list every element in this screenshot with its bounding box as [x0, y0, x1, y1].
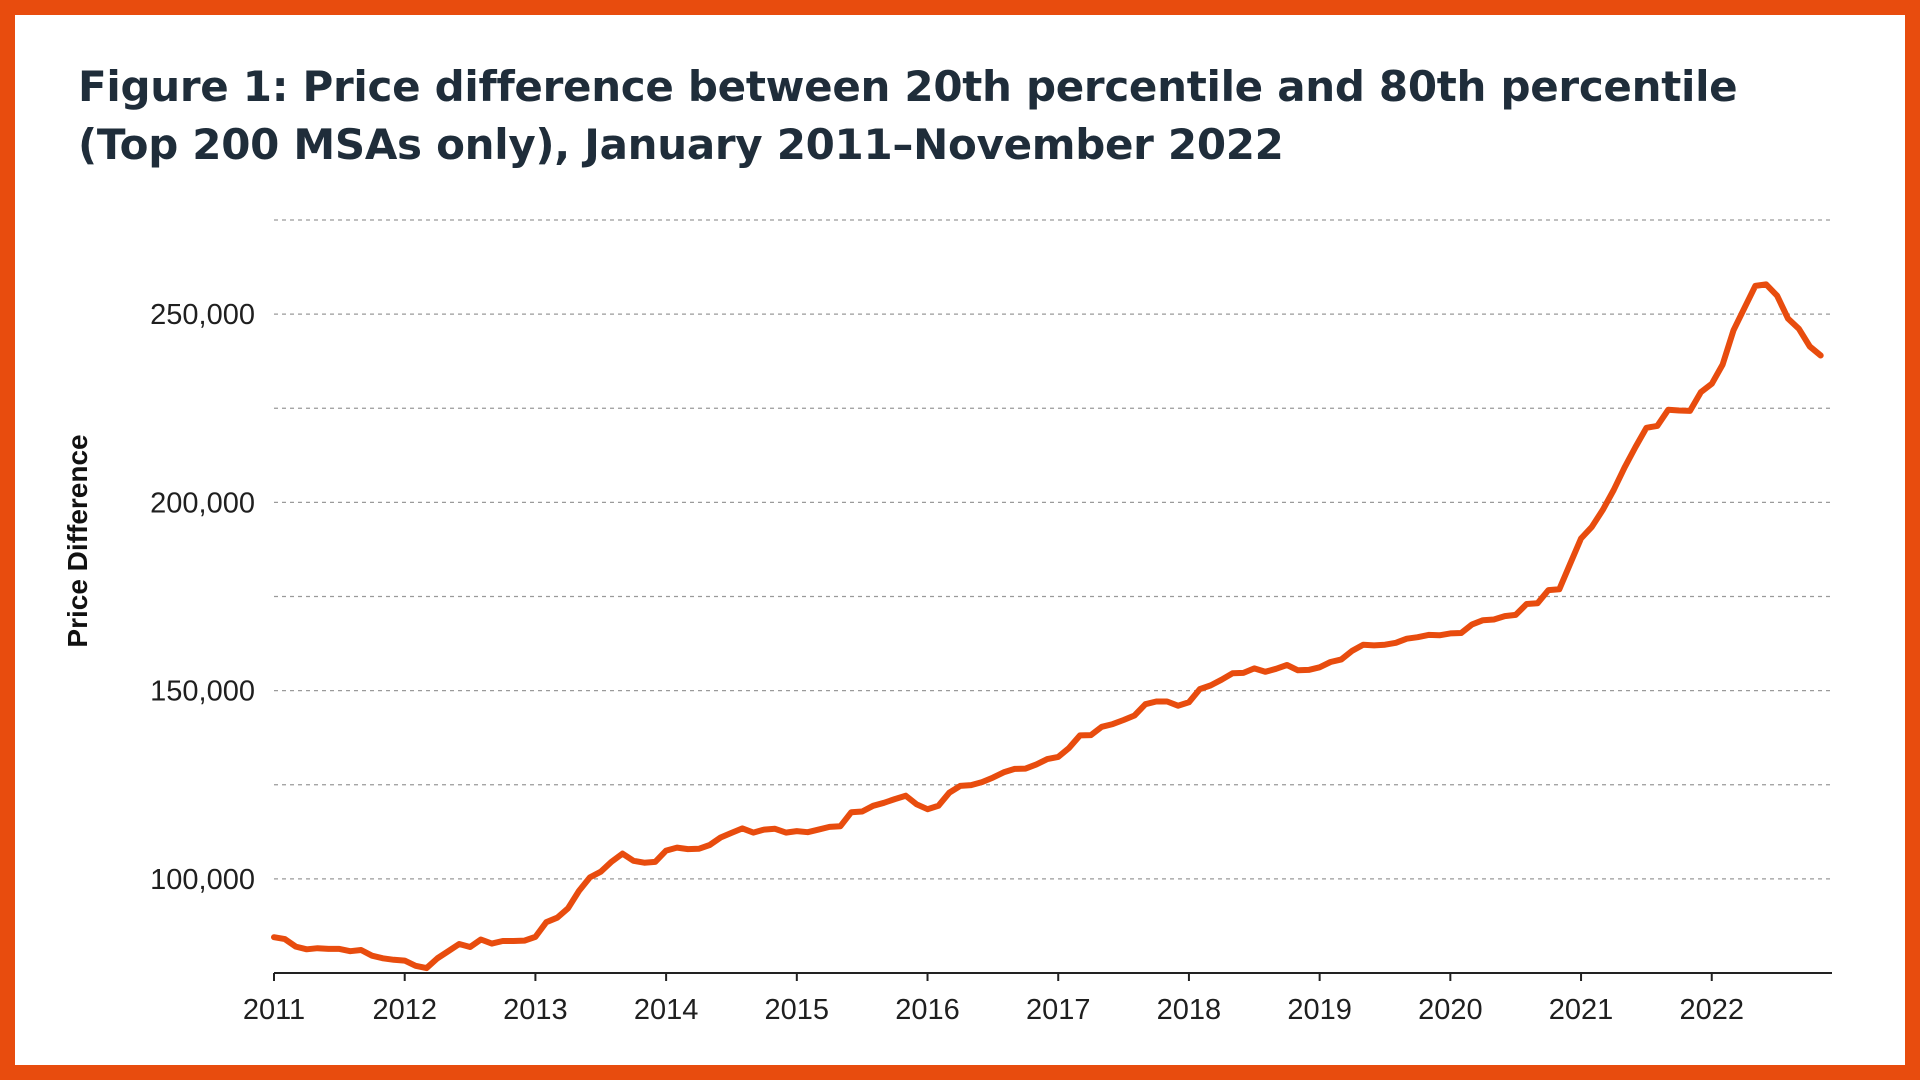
x-tick-label: 2013	[503, 994, 568, 1026]
y-axis-title: Price Difference	[62, 434, 93, 647]
gridlines	[274, 219, 1832, 880]
chart-title-line-2: (Top 200 MSAs only), January 2011–Novemb…	[78, 120, 1284, 169]
x-tick-label: 2019	[1287, 994, 1352, 1026]
y-tick-label: 250,000	[150, 299, 255, 331]
x-tick-label: 2021	[1549, 994, 1614, 1026]
x-tick-label: 2014	[634, 994, 699, 1026]
x-tick-label: 2011	[243, 994, 305, 1026]
y-tick-label: 100,000	[150, 864, 255, 896]
y-tick-label: 200,000	[150, 487, 255, 519]
y-tick-label: 150,000	[150, 676, 255, 708]
x-tick-label: 2020	[1418, 994, 1483, 1026]
x-tick-label: 2018	[1157, 994, 1222, 1026]
x-tick-label: 2022	[1679, 994, 1744, 1026]
x-tick-label: 2017	[1026, 994, 1091, 1026]
x-tick-label: 2016	[895, 994, 960, 1026]
y-axis-ticks: 100,000 150,000 200,000 250,000	[150, 299, 255, 896]
price-difference-line	[271, 281, 1824, 972]
chart-title-line-1: Figure 1: Price difference between 20th …	[78, 62, 1738, 111]
x-axis: 2011 2012 2013 2014 2015 2016 2017 2018 2019 2020…	[243, 972, 1832, 1026]
x-tick-label: 2015	[765, 994, 830, 1026]
series-line-layer	[271, 281, 1824, 972]
x-tick-label: 2012	[372, 994, 437, 1026]
chart-title: Figure 1: Price difference between 20th …	[78, 58, 1858, 174]
